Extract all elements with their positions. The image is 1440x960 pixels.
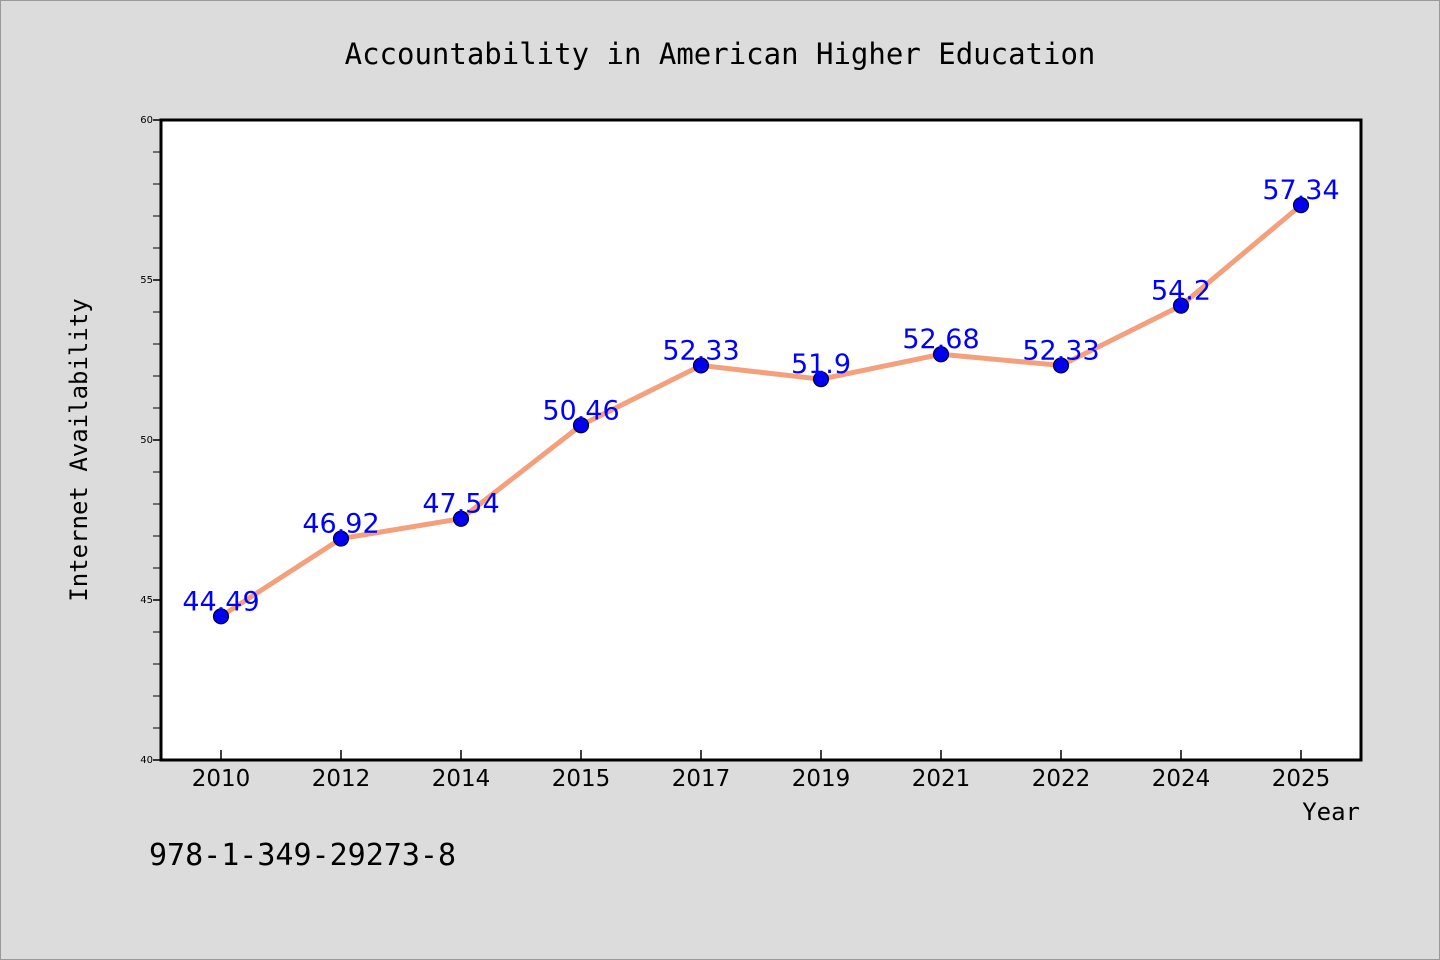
y-tick-label: 40 <box>140 755 153 766</box>
data-point-marker <box>1052 357 1070 374</box>
data-markers <box>212 197 1310 625</box>
x-tick-label: 2017 <box>672 766 731 792</box>
x-tick-label: 2010 <box>192 766 251 792</box>
data-label: 52.33 <box>662 335 739 366</box>
chart-title: Accountability in American Higher Educat… <box>345 37 1096 71</box>
data-point-marker <box>1172 297 1190 314</box>
data-point-marker <box>332 530 350 547</box>
x-tick-label: 2021 <box>912 766 971 792</box>
data-point-marker <box>452 510 470 527</box>
x-tick-label: 2022 <box>1032 766 1091 792</box>
data-point-marker <box>692 357 710 374</box>
data-point-marker <box>212 608 230 625</box>
data-label: 54.2 <box>1151 276 1211 307</box>
footnote-text: 978-1-349-29273-8 <box>149 838 456 873</box>
x-tick-label: 2024 <box>1152 766 1211 792</box>
y-axis-label: Internet Availability <box>65 298 93 601</box>
x-axis-label: Year <box>1302 798 1360 826</box>
y-tick-label: 55 <box>140 275 153 286</box>
data-labels: 44.49 46.92 47.54 50.46 52.33 51.9 52.68 52.33 5… <box>182 175 1339 617</box>
y-axis-ticks: 40 45 50 55 60 <box>140 115 161 766</box>
series-line <box>218 202 1304 619</box>
data-label: 46.92 <box>302 509 379 540</box>
data-label: 51.9 <box>791 349 851 380</box>
data-point-marker <box>932 346 950 363</box>
data-label: 47.54 <box>422 489 499 520</box>
data-label: 44.49 <box>182 586 259 617</box>
x-tick-label: 2019 <box>792 766 851 792</box>
x-axis-ticks: 2010 2012 2014 2015 2017 2019 2021 2022 2024 2025 <box>192 750 1331 792</box>
y-tick-label: 50 <box>140 435 153 446</box>
plot-area <box>159 118 1363 762</box>
data-point-marker <box>812 371 830 388</box>
x-tick-label: 2014 <box>432 766 491 792</box>
data-label: 52.33 <box>1022 335 1099 366</box>
data-point-marker <box>1292 197 1310 214</box>
data-point-marker <box>572 417 590 434</box>
x-tick-label: 2025 <box>1272 766 1331 792</box>
y-tick-label: 60 <box>140 115 153 126</box>
data-label: 52.68 <box>902 324 979 355</box>
data-label: 57.34 <box>1262 175 1339 206</box>
x-tick-label: 2012 <box>312 766 371 792</box>
x-tick-label: 2015 <box>552 766 611 792</box>
y-tick-label: 45 <box>140 595 153 606</box>
data-label: 50.46 <box>542 395 619 426</box>
